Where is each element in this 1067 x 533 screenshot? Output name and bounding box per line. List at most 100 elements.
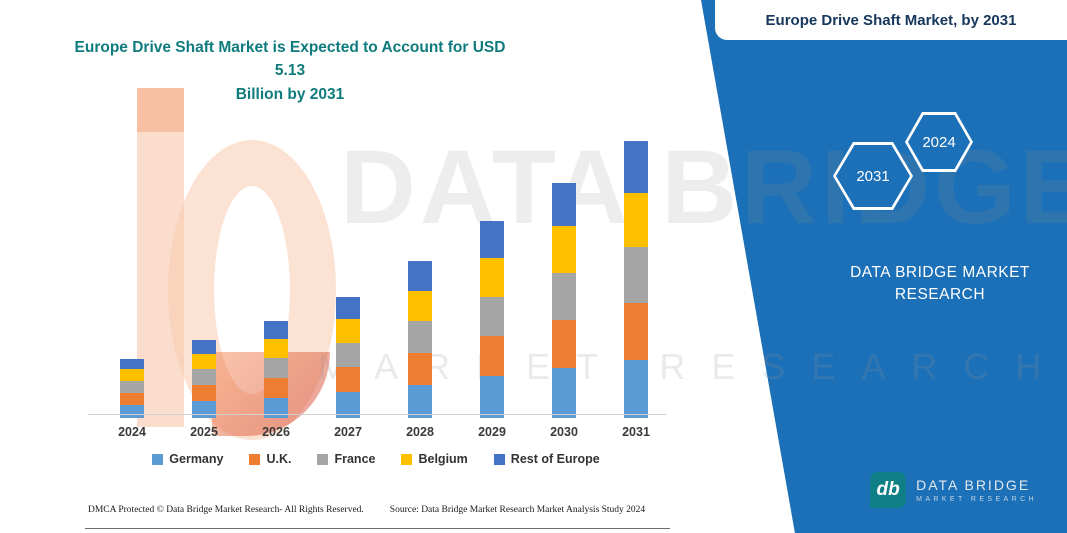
x-axis-label: 2030	[550, 425, 578, 439]
panel-header-box: Europe Drive Shaft Market, by 2031	[715, 0, 1067, 40]
legend-swatch	[317, 453, 329, 465]
segment-u-k	[408, 352, 432, 385]
stacked-bar	[336, 296, 360, 418]
segment-rest-of-europe	[120, 358, 144, 370]
x-axis-label: 2028	[406, 425, 434, 439]
dbmr-logo-tagline: MARKET RESEARCH	[916, 496, 1037, 503]
segment-u-k	[192, 385, 216, 402]
segment-rest-of-europe	[624, 141, 648, 194]
segment-germany	[480, 375, 504, 418]
hexagon-2024: 2024	[905, 112, 973, 172]
legend-swatch	[401, 453, 413, 465]
segment-france	[480, 296, 504, 336]
segment-rest-of-europe	[264, 320, 288, 340]
segment-rest-of-europe	[408, 261, 432, 291]
segment-u-k	[480, 335, 504, 376]
stacked-bar	[624, 141, 648, 418]
segment-belgium	[264, 339, 288, 359]
hexagon-2031: 2031	[833, 142, 913, 210]
chart-title-line1: Europe Drive Shaft Market is Expected to…	[74, 39, 506, 80]
legend-swatch	[493, 453, 505, 465]
x-axis-label: 2024	[118, 425, 146, 439]
legend: Germany U.K. France Belgium Rest of Europe	[96, 452, 656, 466]
segment-belgium	[336, 319, 360, 344]
bar-column-2028: 2028	[384, 128, 456, 440]
segment-belgium	[120, 369, 144, 381]
x-axis-label: 2027	[334, 425, 362, 439]
stacked-bar	[408, 261, 432, 418]
bar-column-2027: 2027	[312, 128, 384, 440]
segment-rest-of-europe	[192, 339, 216, 355]
x-axis-label: 2026	[262, 425, 290, 439]
segment-u-k	[624, 303, 648, 360]
segment-france	[624, 247, 648, 304]
segment-rest-of-europe	[552, 183, 576, 227]
segment-belgium	[624, 193, 648, 248]
panel-header-title: Europe Drive Shaft Market, by 2031	[765, 11, 1017, 29]
hexagon-border: 2024	[905, 112, 973, 172]
legend-item-germany: Germany	[152, 452, 223, 466]
legend-swatch	[249, 453, 261, 465]
legend-item-u-k: U.K.	[249, 452, 291, 466]
dbmr-logo-name: DATA BRIDGE	[916, 477, 1031, 493]
bar-column-2031: 2031	[600, 128, 672, 440]
bar-column-2024: 2024	[96, 128, 168, 440]
bar-column-2029: 2029	[456, 128, 528, 440]
stacked-bar	[480, 220, 504, 418]
legend-label: Rest of Europe	[510, 452, 600, 466]
x-axis-label: 2031	[622, 425, 650, 439]
stacked-bar	[264, 320, 288, 418]
segment-france	[336, 343, 360, 368]
hexagon-2031-label: 2031	[836, 145, 910, 207]
legend-label: France	[334, 452, 376, 466]
segment-germany	[264, 397, 288, 418]
segment-germany	[624, 359, 648, 418]
segment-france	[192, 369, 216, 386]
hexagon-2024-label: 2024	[908, 115, 970, 169]
footer-divider	[85, 528, 670, 529]
segment-u-k	[264, 377, 288, 398]
segment-u-k	[336, 367, 360, 393]
bar-column-2025: 2025	[168, 128, 240, 440]
segment-germany	[552, 367, 576, 418]
legend-label: U.K.	[266, 452, 292, 466]
segment-france	[552, 272, 576, 320]
legend-label: Germany	[169, 452, 224, 466]
bar-columns: 2024 2025 2026 2027 2028 2029 2030 2031	[96, 128, 672, 440]
segment-germany	[120, 405, 144, 418]
chart-title: Europe Drive Shaft Market is Expected to…	[72, 36, 508, 106]
hexagon-border: 2031	[833, 142, 913, 210]
segment-belgium	[480, 257, 504, 297]
stacked-bar	[192, 339, 216, 418]
stacked-bar	[552, 183, 576, 418]
segment-germany	[408, 384, 432, 418]
x-axis-label: 2025	[190, 425, 218, 439]
segment-belgium	[552, 226, 576, 273]
dmca-notice: DMCA Protected © Data Bridge Market Rese…	[88, 505, 364, 515]
bar-column-2026: 2026	[240, 128, 312, 440]
segment-belgium	[408, 290, 432, 322]
segment-rest-of-europe	[336, 296, 360, 320]
segment-u-k	[552, 319, 576, 368]
legend-label: Belgium	[418, 452, 468, 466]
segment-belgium	[192, 354, 216, 370]
stacked-bar	[120, 358, 144, 418]
x-axis-label: 2029	[478, 425, 506, 439]
segment-u-k	[120, 392, 144, 405]
brand-text-line1: DATA BRIDGE MARKET	[850, 264, 1030, 281]
brand-text: DATA BRIDGE MARKET RESEARCH	[820, 262, 1060, 305]
dbmr-logo-icon: db	[870, 472, 907, 508]
bar-column-2030: 2030	[528, 128, 600, 440]
footer: DMCA Protected © Data Bridge Market Rese…	[88, 505, 678, 515]
segment-france	[120, 380, 144, 393]
legend-item-belgium: Belgium	[401, 452, 468, 466]
source-note: Source: Data Bridge Market Research Mark…	[389, 505, 646, 515]
segment-germany	[336, 392, 360, 418]
brand-text-line2: RESEARCH	[894, 285, 986, 303]
legend-swatch	[152, 453, 164, 465]
legend-item-france: France	[317, 452, 375, 466]
chart-title-line2: Billion by 2031	[235, 85, 345, 103]
segment-germany	[192, 401, 216, 418]
x-axis-line	[88, 414, 666, 415]
